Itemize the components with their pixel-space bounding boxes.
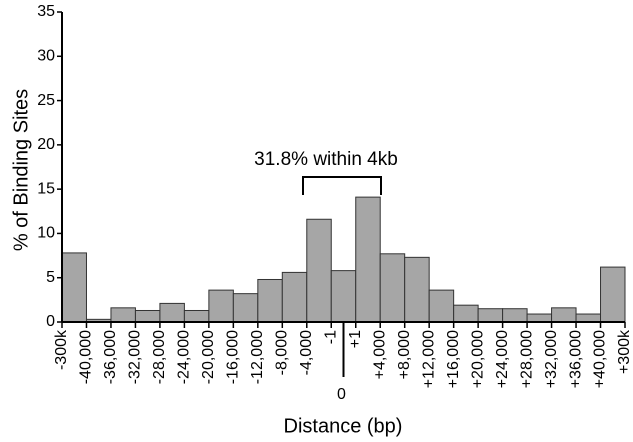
x-tick-label: +1 bbox=[347, 330, 364, 348]
y-tick-label: 35 bbox=[37, 3, 55, 20]
bar bbox=[306, 218, 332, 323]
bar bbox=[477, 308, 504, 323]
x-axis-label: Distance (bp) bbox=[284, 415, 403, 437]
x-tick-label: -300k bbox=[53, 329, 70, 370]
bar bbox=[110, 307, 136, 323]
bar bbox=[502, 308, 528, 323]
bar bbox=[61, 252, 87, 323]
x-tick-label: -16,000 bbox=[225, 330, 242, 384]
y-tick-label: 25 bbox=[37, 92, 55, 109]
x-tick-label: +40,000 bbox=[592, 330, 609, 388]
x-tick-label: +36,000 bbox=[567, 330, 584, 388]
x-tick-label: -12,000 bbox=[249, 330, 266, 384]
x-tick-label: +16,000 bbox=[445, 330, 462, 388]
annotation: 31.8% within 4kb bbox=[254, 149, 398, 170]
x-tick-label: +28,000 bbox=[518, 330, 535, 388]
x-tick-label: -20,000 bbox=[200, 330, 217, 384]
bar bbox=[183, 309, 210, 323]
x-tick-label: +12,000 bbox=[420, 330, 437, 388]
x-tick-label: +300k bbox=[616, 329, 633, 374]
x-tick-label: -24,000 bbox=[176, 330, 193, 384]
bar bbox=[551, 307, 577, 323]
x-tick-label: -28,000 bbox=[151, 330, 168, 384]
x-tick-label: +8,000 bbox=[396, 330, 413, 379]
x-tick-label: +32,000 bbox=[543, 330, 560, 388]
bar bbox=[600, 266, 626, 323]
bar bbox=[281, 271, 308, 323]
y-tick-label: 10 bbox=[37, 225, 55, 242]
y-tick-label: 0 bbox=[46, 313, 55, 330]
bar bbox=[208, 289, 234, 323]
bar bbox=[159, 302, 185, 323]
center-label: 0 bbox=[337, 386, 346, 403]
bar bbox=[575, 313, 602, 323]
y-tick-label: 20 bbox=[37, 136, 55, 153]
y-tick-label: 30 bbox=[37, 48, 55, 65]
bracket bbox=[302, 176, 382, 195]
bar bbox=[379, 253, 406, 323]
bar bbox=[257, 278, 283, 323]
bar bbox=[428, 289, 455, 323]
x-tick-label: +4,000 bbox=[371, 330, 388, 379]
y-axis-label: % of Binding Sites bbox=[10, 89, 32, 251]
bar bbox=[355, 196, 381, 323]
y-tick-label: 15 bbox=[37, 180, 55, 197]
x-tick-label: -1 bbox=[322, 330, 339, 344]
x-tick-label: -8,000 bbox=[274, 330, 291, 375]
bar bbox=[330, 270, 357, 323]
bar bbox=[134, 309, 161, 323]
x-tick-label: -40,000 bbox=[78, 330, 95, 384]
x-tick-label: -32,000 bbox=[127, 330, 144, 384]
bar bbox=[526, 313, 553, 323]
y-tick-label: 5 bbox=[46, 269, 55, 286]
bar bbox=[453, 304, 479, 323]
x-tick-label: +24,000 bbox=[494, 330, 511, 388]
x-tick-label: +20,000 bbox=[469, 330, 486, 388]
bar bbox=[232, 293, 259, 323]
x-tick-label: -4,000 bbox=[298, 330, 315, 375]
bar bbox=[404, 256, 430, 323]
x-tick-label: -36,000 bbox=[102, 330, 119, 384]
